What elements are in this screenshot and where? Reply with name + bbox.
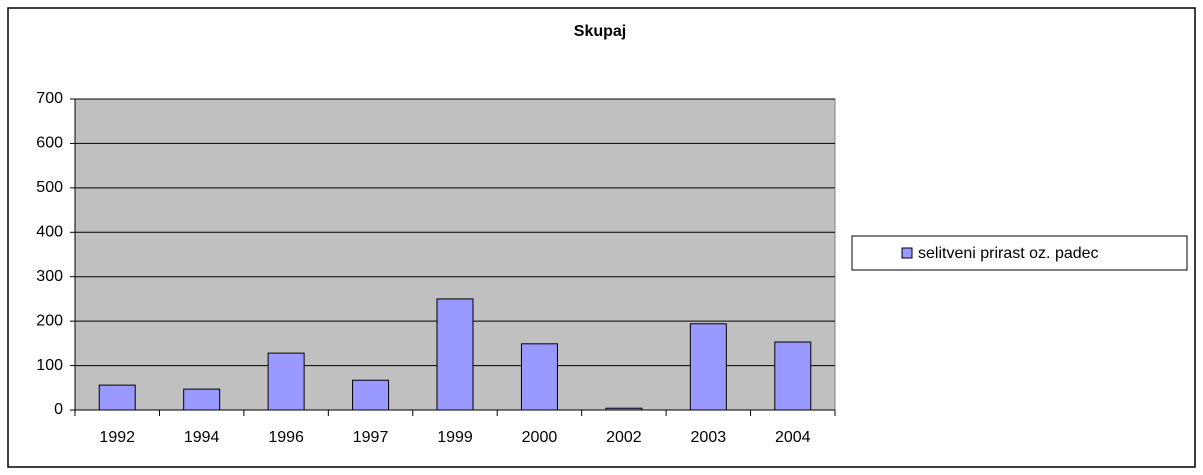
legend-swatch [901,247,913,259]
x-tick-label: 1994 [184,429,220,446]
x-tick-label: 2002 [606,429,642,446]
x-tick-label: 2000 [522,429,558,446]
x-tick-label: 2003 [691,429,727,446]
y-tick-label: 0 [54,401,63,418]
bar [774,341,812,411]
x-tick-label: 1992 [99,429,135,446]
x-tick-label: 1999 [437,429,473,446]
x-tick-label: 1996 [268,429,304,446]
y-tick-label: 500 [36,179,63,196]
y-tick-label: 200 [36,312,63,329]
y-tick-label: 300 [36,268,63,285]
bar [352,379,390,411]
bar [689,323,727,411]
chart-title: Skupaj [574,23,626,40]
x-tick-label: 2004 [775,429,811,446]
y-tick-label: 700 [36,90,63,107]
bar [520,343,558,411]
bar [98,384,136,411]
bar [183,388,221,411]
bar [436,298,474,411]
legend-label: selitveni prirast oz. padec [918,245,1099,262]
y-tick-label: 400 [36,224,63,241]
bar [267,352,305,411]
y-tick-label: 100 [36,357,63,374]
bar [605,407,643,411]
y-tick-label: 600 [36,135,63,152]
x-tick-label: 1997 [353,429,389,446]
